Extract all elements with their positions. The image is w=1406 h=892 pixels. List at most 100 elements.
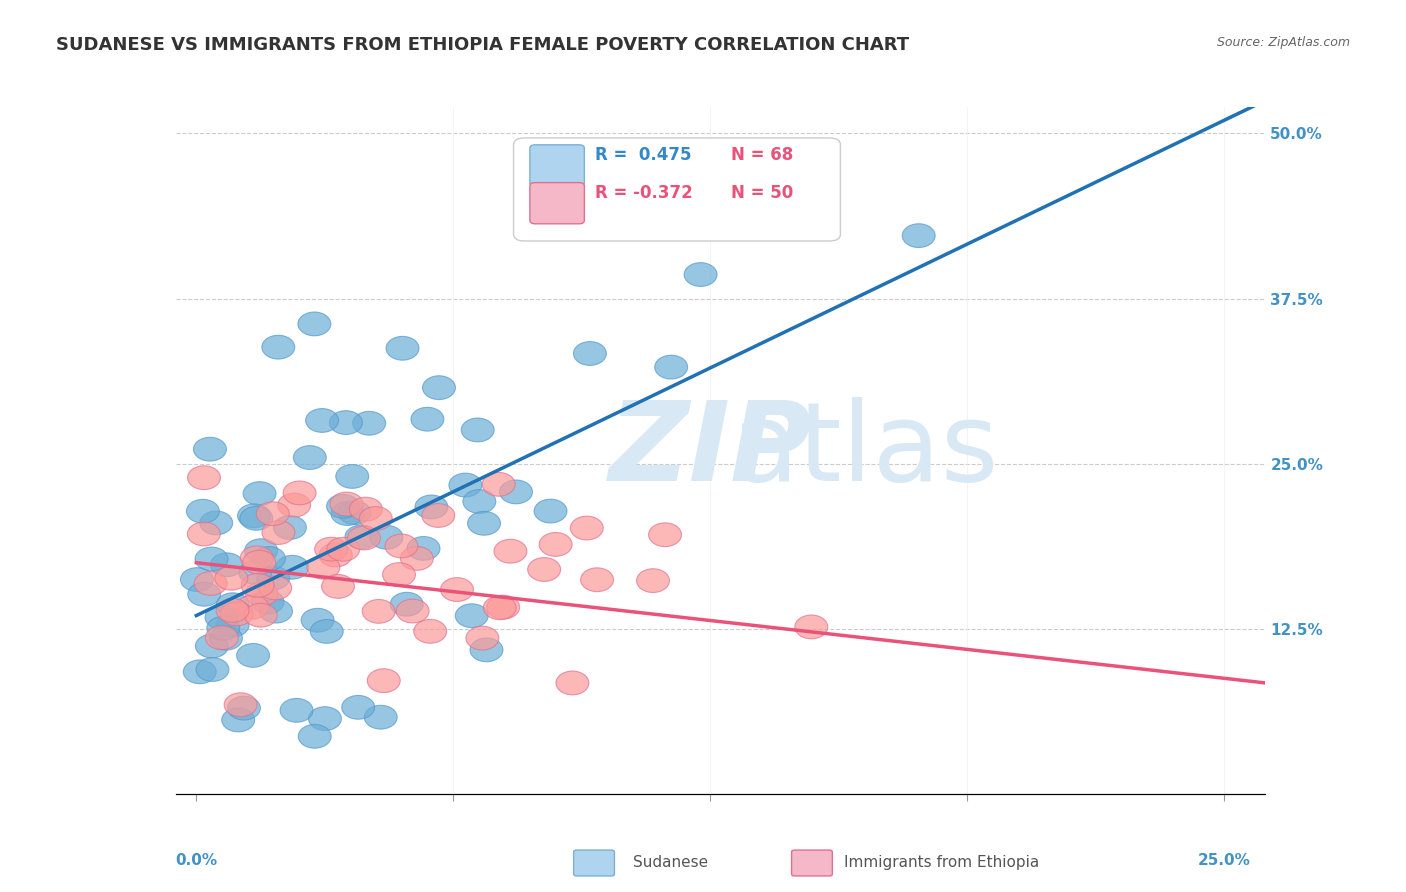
Ellipse shape xyxy=(370,525,404,549)
Ellipse shape xyxy=(463,490,496,514)
Ellipse shape xyxy=(315,537,347,561)
Ellipse shape xyxy=(484,596,516,620)
Ellipse shape xyxy=(188,582,221,607)
Ellipse shape xyxy=(360,507,392,531)
Ellipse shape xyxy=(245,582,278,606)
Text: SUDANESE VS IMMIGRANTS FROM ETHIOPIA FEMALE POVERTY CORRELATION CHART: SUDANESE VS IMMIGRANTS FROM ETHIOPIA FEM… xyxy=(56,36,910,54)
Ellipse shape xyxy=(574,342,606,366)
Ellipse shape xyxy=(278,493,311,517)
Ellipse shape xyxy=(903,224,935,247)
Ellipse shape xyxy=(243,482,276,506)
Text: N = 68: N = 68 xyxy=(731,146,794,164)
Ellipse shape xyxy=(591,216,624,239)
Ellipse shape xyxy=(423,376,456,400)
Ellipse shape xyxy=(322,574,354,599)
Ellipse shape xyxy=(180,567,214,591)
Ellipse shape xyxy=(236,595,269,619)
Ellipse shape xyxy=(347,526,381,549)
Ellipse shape xyxy=(470,638,503,662)
Ellipse shape xyxy=(298,724,332,748)
Ellipse shape xyxy=(187,466,221,490)
Ellipse shape xyxy=(256,502,290,525)
Text: Immigrants from Ethiopia: Immigrants from Ethiopia xyxy=(844,855,1039,870)
Ellipse shape xyxy=(534,500,567,523)
Ellipse shape xyxy=(228,697,260,720)
Ellipse shape xyxy=(465,626,499,650)
Ellipse shape xyxy=(276,556,309,579)
Ellipse shape xyxy=(211,553,243,576)
Ellipse shape xyxy=(215,566,247,591)
Ellipse shape xyxy=(200,511,232,535)
Ellipse shape xyxy=(413,619,447,643)
Ellipse shape xyxy=(205,606,238,629)
Ellipse shape xyxy=(195,657,229,681)
Ellipse shape xyxy=(207,616,239,640)
Ellipse shape xyxy=(311,620,343,643)
Ellipse shape xyxy=(253,547,285,570)
Ellipse shape xyxy=(298,312,330,335)
Ellipse shape xyxy=(301,608,335,632)
Ellipse shape xyxy=(262,335,295,359)
Ellipse shape xyxy=(187,522,221,546)
FancyBboxPatch shape xyxy=(530,183,585,224)
Ellipse shape xyxy=(319,543,352,567)
Ellipse shape xyxy=(336,465,368,488)
Ellipse shape xyxy=(245,603,277,627)
Ellipse shape xyxy=(217,593,249,616)
Ellipse shape xyxy=(499,480,533,504)
Ellipse shape xyxy=(685,262,717,286)
FancyBboxPatch shape xyxy=(530,145,585,186)
Ellipse shape xyxy=(415,495,449,519)
Ellipse shape xyxy=(382,563,415,586)
Ellipse shape xyxy=(222,708,254,731)
Text: R =  0.475: R = 0.475 xyxy=(595,146,692,164)
Ellipse shape xyxy=(209,626,242,650)
Ellipse shape xyxy=(401,547,433,570)
Ellipse shape xyxy=(259,576,291,599)
Ellipse shape xyxy=(391,592,423,616)
Ellipse shape xyxy=(195,634,228,658)
Ellipse shape xyxy=(637,569,669,592)
Ellipse shape xyxy=(294,446,326,469)
Ellipse shape xyxy=(337,500,371,524)
Ellipse shape xyxy=(326,537,360,561)
Ellipse shape xyxy=(274,516,307,540)
Text: R = -0.372: R = -0.372 xyxy=(595,184,693,202)
Ellipse shape xyxy=(236,643,270,667)
Ellipse shape xyxy=(486,595,520,619)
Ellipse shape xyxy=(242,574,274,598)
Ellipse shape xyxy=(330,492,363,516)
Ellipse shape xyxy=(252,591,284,614)
Ellipse shape xyxy=(308,706,342,731)
Ellipse shape xyxy=(555,671,589,695)
Ellipse shape xyxy=(238,504,270,528)
Text: N = 50: N = 50 xyxy=(731,184,794,202)
Text: ZIP: ZIP xyxy=(609,397,813,504)
Ellipse shape xyxy=(224,693,257,716)
Text: 25.0%: 25.0% xyxy=(1198,854,1251,868)
Ellipse shape xyxy=(367,669,401,692)
Ellipse shape xyxy=(243,550,276,574)
Ellipse shape xyxy=(456,604,488,628)
Text: Sudanese: Sudanese xyxy=(633,855,707,870)
Ellipse shape xyxy=(461,418,494,442)
Ellipse shape xyxy=(205,626,238,649)
Ellipse shape xyxy=(221,602,253,626)
Ellipse shape xyxy=(794,615,828,639)
Ellipse shape xyxy=(449,473,482,497)
Ellipse shape xyxy=(353,411,385,435)
Ellipse shape xyxy=(408,536,440,560)
Ellipse shape xyxy=(396,599,429,623)
Ellipse shape xyxy=(305,409,339,433)
Ellipse shape xyxy=(194,437,226,461)
Ellipse shape xyxy=(564,185,596,208)
Ellipse shape xyxy=(187,500,219,523)
Ellipse shape xyxy=(387,336,419,360)
Ellipse shape xyxy=(655,355,688,379)
Ellipse shape xyxy=(411,408,444,431)
Ellipse shape xyxy=(217,613,249,637)
Text: atlas: atlas xyxy=(731,397,1000,504)
Text: 0.0%: 0.0% xyxy=(176,854,218,868)
Ellipse shape xyxy=(245,539,277,563)
Ellipse shape xyxy=(648,523,682,547)
